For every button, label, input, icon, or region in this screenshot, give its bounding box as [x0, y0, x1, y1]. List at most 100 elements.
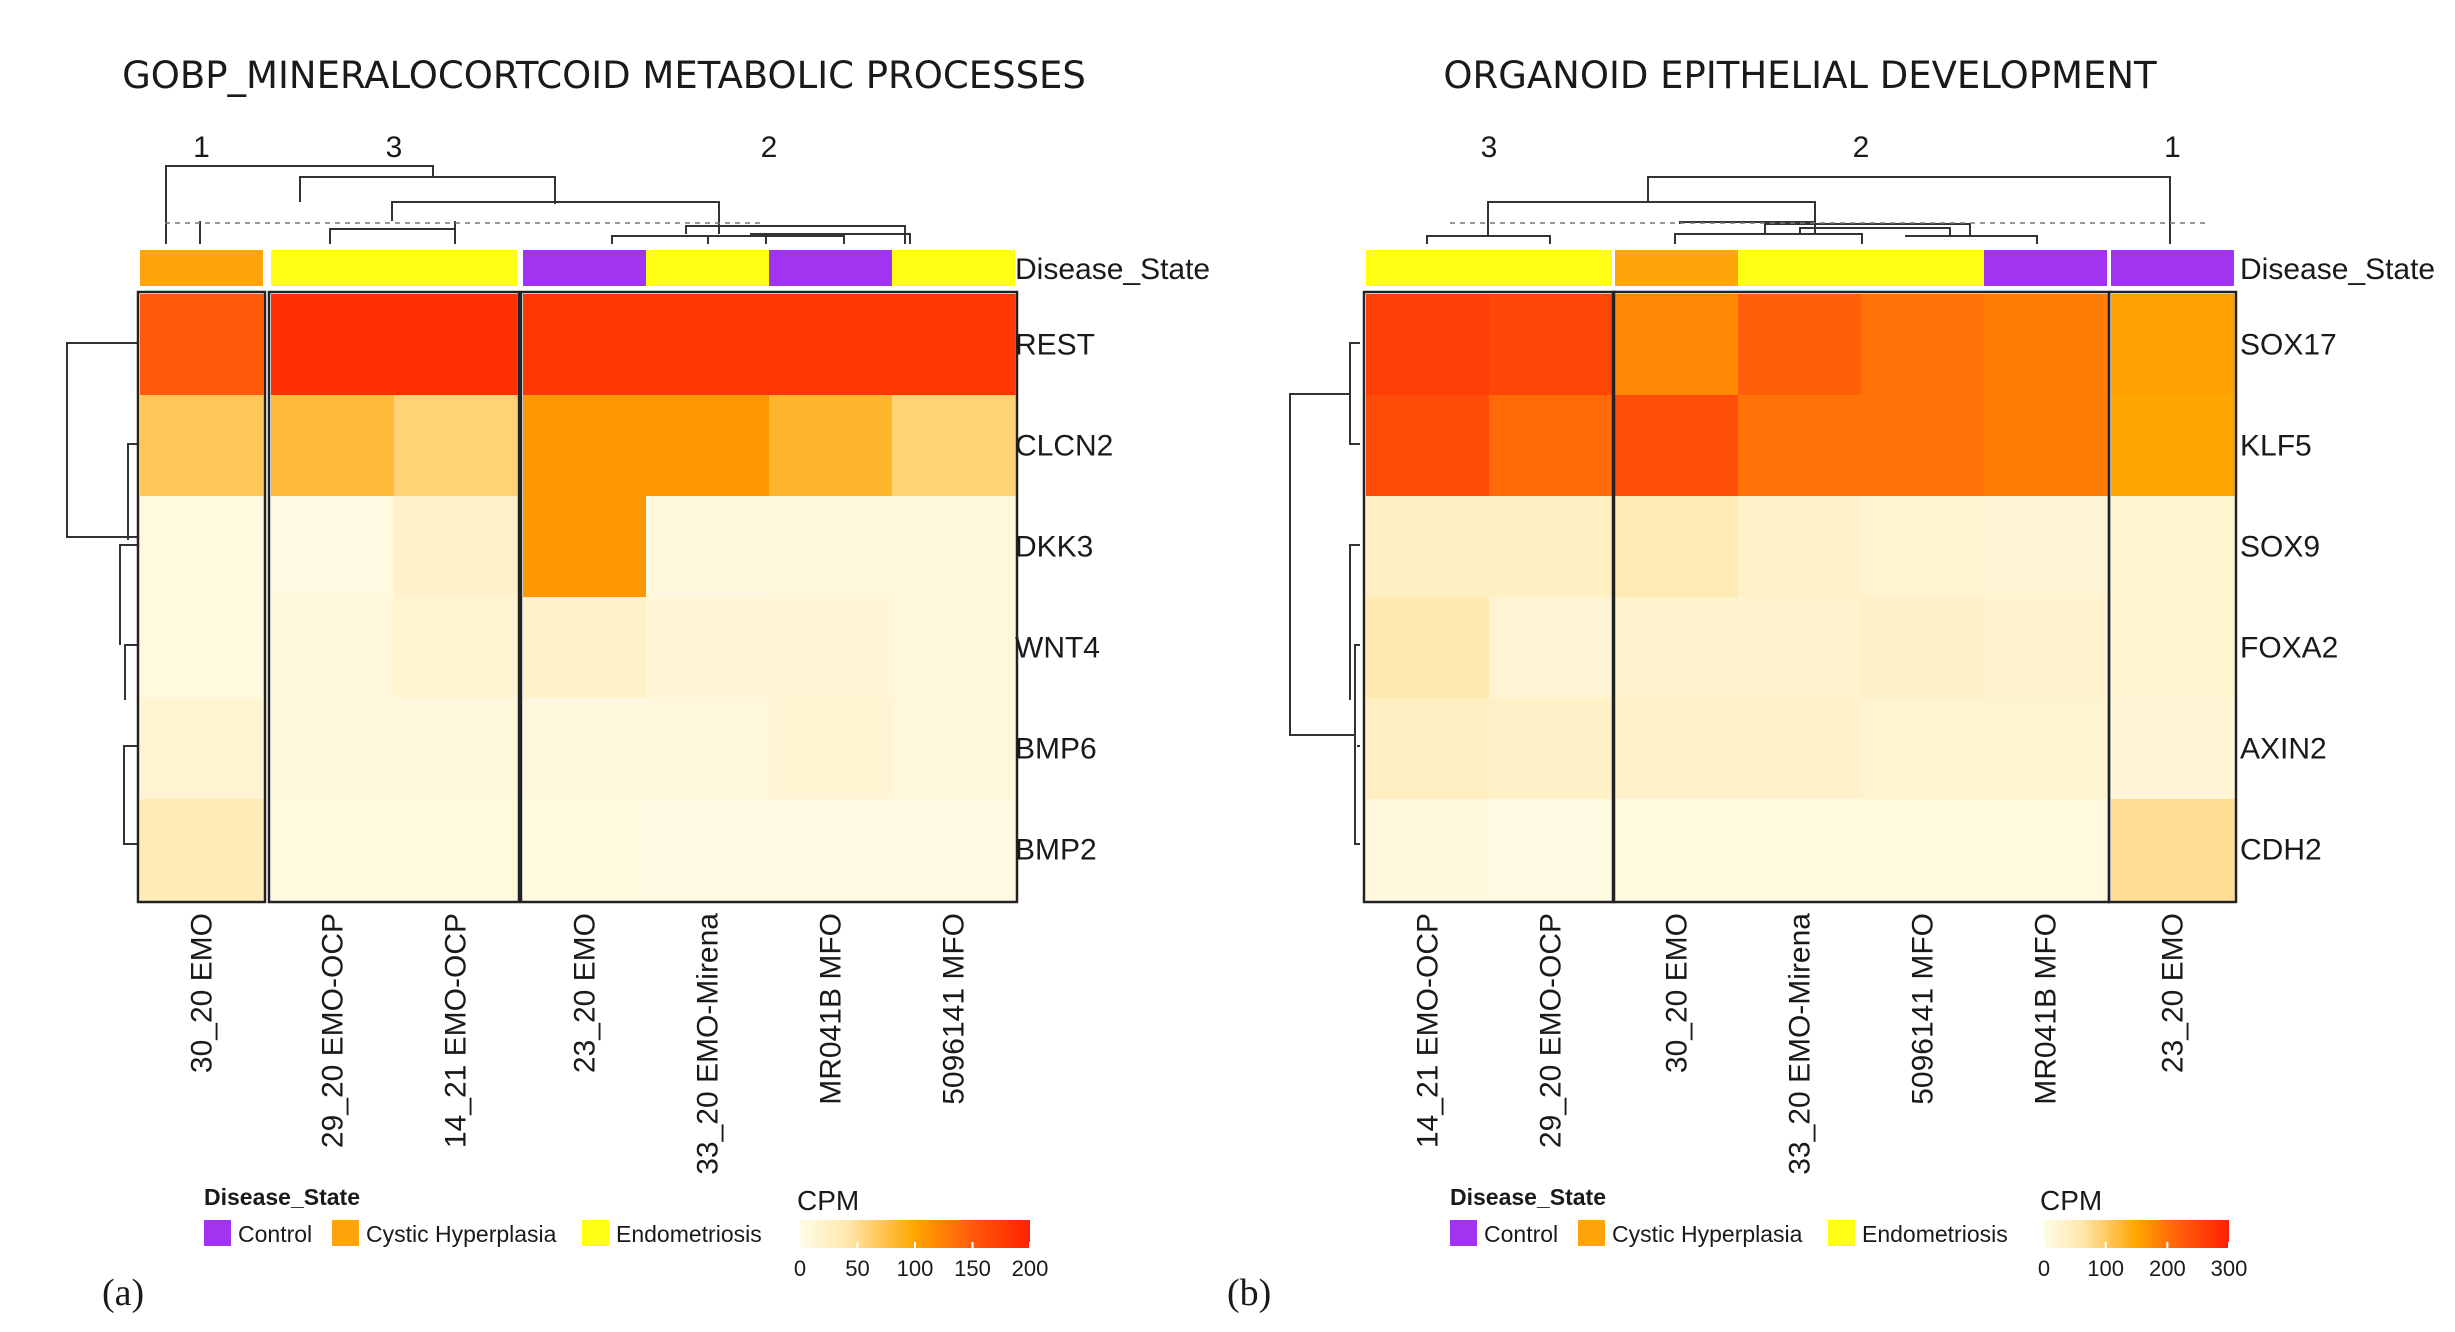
- column-label-23-20-emo: 23_20 EMO: [569, 913, 602, 1073]
- cell-sox17-29-20-emo-ocp: [1489, 294, 1613, 396]
- column-label-33-20-emo-mirena: 33_20 EMO-Mirena: [692, 913, 725, 1175]
- cpm-tick-100: 100: [897, 1256, 934, 1281]
- legend-item-cystic-hyperplasia: Cystic Hyperplasia: [1612, 1221, 1803, 1247]
- cell-bmp6-29-20-emo-ocp: [271, 698, 395, 800]
- row-label-cdh2: CDH2: [2240, 834, 2322, 867]
- column-label-33-20-emo-mirena: 33_20 EMO-Mirena: [1784, 913, 1817, 1175]
- cluster-frame-1: [2107, 290, 2238, 904]
- cell-cdh2-30-20-emo: [1615, 799, 1739, 901]
- cell-cdh2-33-20-emo-mirena: [1738, 799, 1862, 901]
- row-label-clcn2: CLCN2: [1015, 430, 1113, 463]
- row-label-sox17: SOX17: [2240, 329, 2337, 362]
- annotation-33-20-emo-mirena: [1738, 250, 1861, 286]
- cell-wnt4-30-20-emo: [140, 597, 264, 699]
- panel-label: (a): [102, 1272, 144, 1314]
- annotation-label: Disease_State: [2240, 253, 2435, 286]
- row-label-axin2: AXIN2: [2240, 733, 2327, 766]
- cluster-frame-2: [519, 290, 1019, 904]
- cell-bmp2-mr041b-mfo: [769, 799, 893, 901]
- cluster-label-2: 2: [761, 131, 778, 164]
- panel-label: (b): [1227, 1272, 1271, 1314]
- cell-rest-5096141-mfo: [892, 294, 1016, 396]
- cell-bmp2-29-20-emo-ocp: [271, 799, 395, 901]
- annotation-23-20-emo: [523, 250, 646, 286]
- cell-cdh2-5096141-mfo: [1861, 799, 1985, 901]
- cell-dkk3-29-20-emo-ocp: [271, 496, 395, 598]
- chart-title: GOBP_MINERALOCORTCOID METABOLIC PROCESSE…: [122, 54, 1086, 97]
- legend-title: Disease_State: [1450, 1184, 1606, 1210]
- legend-swatch-endometriosis: [1828, 1220, 1855, 1246]
- cell-dkk3-33-20-emo-mirena: [646, 496, 770, 598]
- cell-foxa2-30-20-emo: [1615, 597, 1739, 699]
- cell-wnt4-33-20-emo-mirena: [646, 597, 770, 699]
- cell-wnt4-23-20-emo: [523, 597, 647, 699]
- row-label-klf5: KLF5: [2240, 430, 2312, 463]
- annotation-mr041b-mfo: [1984, 250, 2107, 286]
- column-label-5096141-mfo: 5096141 MFO: [938, 913, 971, 1105]
- cell-cdh2-mr041b-mfo: [1984, 799, 2108, 901]
- cell-sox9-mr041b-mfo: [1984, 496, 2108, 598]
- cell-wnt4-29-20-emo-ocp: [271, 597, 395, 699]
- cell-clcn2-14-21-emo-ocp: [394, 395, 518, 497]
- legend-swatch-cystic-hyperplasia: [332, 1220, 359, 1246]
- row-label-dkk3: DKK3: [1015, 531, 1093, 564]
- cell-klf5-29-20-emo-ocp: [1489, 395, 1613, 497]
- cell-dkk3-mr041b-mfo: [769, 496, 893, 598]
- cell-wnt4-mr041b-mfo: [769, 597, 893, 699]
- cell-bmp2-14-21-emo-ocp: [394, 799, 518, 901]
- column-label-mr041b-mfo: MR041B MFO: [2030, 913, 2063, 1105]
- cell-bmp2-23-20-emo: [523, 799, 647, 901]
- cell-axin2-5096141-mfo: [1861, 698, 1985, 800]
- cpm-tick-200: 200: [2149, 1256, 2186, 1281]
- cell-sox9-33-20-emo-mirena: [1738, 496, 1862, 598]
- legend-item-endometriosis: Endometriosis: [1862, 1221, 2008, 1247]
- cell-cdh2-14-21-emo-ocp: [1366, 799, 1490, 901]
- cell-bmp6-33-20-emo-mirena: [646, 698, 770, 800]
- cell-bmp6-mr041b-mfo: [769, 698, 893, 800]
- disease-state-legend: Disease_State Control Cystic Hyperplasia…: [1450, 1184, 2008, 1247]
- cluster-frame-3: [267, 290, 521, 904]
- cell-dkk3-5096141-mfo: [892, 496, 1016, 598]
- cell-axin2-29-20-emo-ocp: [1489, 698, 1613, 800]
- cell-dkk3-23-20-emo: [523, 496, 647, 598]
- column-dendrogram: [1426, 176, 2171, 244]
- legend-item-endometriosis: Endometriosis: [616, 1221, 762, 1247]
- cpm-color-scale: CPM 0 50 100 150 200: [794, 1185, 1048, 1281]
- disease-state-legend: Disease_State Control Cystic Hyperplasia…: [204, 1184, 762, 1247]
- annotation-29-20-emo-ocp: [1489, 250, 1612, 286]
- cpm-color-scale: CPM 0 100 200 300: [2038, 1185, 2247, 1281]
- heatmap-panel-b: ORGANOID EPITHELIAL DEVELOPMENT 3 2 1 SOX1…: [1227, 54, 2435, 1314]
- heatmap-panel-a: GOBP_MINERALOCORTCOID METABOLIC PROCESSE…: [66, 54, 1210, 1314]
- cell-axin2-23-20-emo: [2111, 698, 2235, 800]
- cell-rest-33-20-emo-mirena: [646, 294, 770, 396]
- cpm-title: CPM: [797, 1185, 859, 1216]
- cell-rest-30-20-emo: [140, 294, 264, 396]
- row-label-sox9: SOX9: [2240, 531, 2320, 564]
- cell-dkk3-30-20-emo: [140, 496, 264, 598]
- column-dendrogram: [165, 165, 911, 244]
- legend-swatch-control: [1450, 1220, 1477, 1246]
- cluster-label-1: 1: [193, 131, 210, 164]
- cell-bmp6-30-20-emo: [140, 698, 264, 800]
- row-label-bmp6: BMP6: [1015, 733, 1097, 766]
- cell-clcn2-23-20-emo: [523, 395, 647, 497]
- column-label-30-20-emo: 30_20 EMO: [186, 913, 219, 1073]
- cell-clcn2-5096141-mfo: [892, 395, 1016, 497]
- cell-bmp2-5096141-mfo: [892, 799, 1016, 901]
- cell-wnt4-14-21-emo-ocp: [394, 597, 518, 699]
- cluster-frame-1: [136, 290, 267, 904]
- cell-bmp2-33-20-emo-mirena: [646, 799, 770, 901]
- annotation-23-20-emo: [2111, 250, 2234, 286]
- row-label-foxa2: FOXA2: [2240, 632, 2338, 665]
- legend-title: Disease_State: [204, 1184, 360, 1210]
- legend-swatch-endometriosis: [582, 1220, 609, 1246]
- legend-swatch-control: [204, 1220, 231, 1246]
- chart-title: ORGANOID EPITHELIAL DEVELOPMENT: [1443, 54, 2157, 97]
- cpm-tick-100: 100: [2087, 1256, 2124, 1281]
- cell-rest-29-20-emo-ocp: [271, 294, 395, 396]
- cell-klf5-14-21-emo-ocp: [1366, 395, 1490, 497]
- cell-rest-14-21-emo-ocp: [394, 294, 518, 396]
- column-label-14-21-emo-ocp: 14_21 EMO-OCP: [1412, 913, 1445, 1148]
- cpm-gradient-bar: [2044, 1220, 2229, 1248]
